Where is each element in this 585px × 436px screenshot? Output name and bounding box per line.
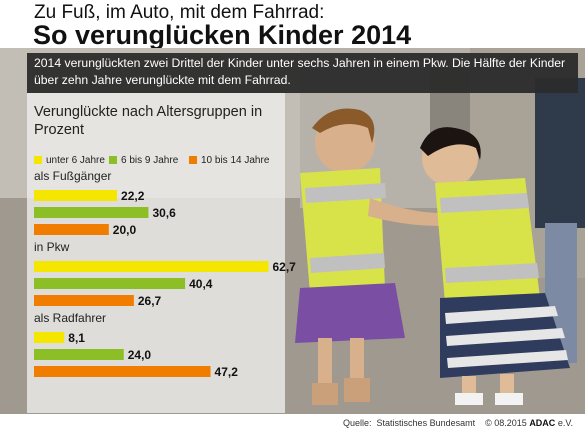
intro-box	[27, 53, 578, 93]
legend-label-6-to-9: 6 bis 9 Jahre	[121, 155, 179, 166]
brand-suffix: e.V.	[555, 418, 573, 428]
chart-title: Verunglückte nach Altersgruppen in Proze…	[34, 104, 263, 138]
bar-6-to-9	[34, 207, 149, 218]
legend-swatch-orange	[189, 156, 197, 164]
source-name: Statistisches Bundesamt	[376, 418, 476, 428]
bar-value-label: 20,0	[113, 223, 137, 237]
legend-item-under-6: unter 6 Jahre	[34, 155, 105, 166]
legend-item-10-to-14: 10 bis 14 Jahre	[189, 155, 269, 166]
bar-value-label: 26,7	[138, 294, 162, 308]
header: Zu Fuß, im Auto, mit dem Fahrrad: So ver…	[0, 0, 585, 50]
bar-under-6	[34, 261, 269, 272]
category-label: als Radfahrer	[34, 311, 106, 325]
bar-value-label: 62,7	[272, 260, 296, 274]
bar-value-label: 8,1	[68, 331, 85, 345]
bar-under-6	[34, 190, 118, 201]
bar-value-label: 30,6	[152, 206, 176, 220]
headline: So verunglücken Kinder 2014	[33, 20, 412, 50]
legend-item-6-to-9: 6 bis 9 Jahre	[109, 155, 178, 166]
kicker: Zu Fuß, im Auto, mit dem Fahrrad:	[34, 2, 325, 23]
bar-value-label: 47,2	[215, 365, 239, 379]
bar-value-label: 24,0	[128, 348, 152, 362]
bar-6-to-9	[34, 278, 186, 289]
source-line: Quelle: Statistisches Bundesamt © 08.201…	[343, 418, 573, 428]
bar-10-to-14	[34, 295, 134, 306]
brand-logo: ADAC	[529, 418, 556, 428]
legend-swatch-yellow	[34, 156, 42, 164]
footer	[0, 414, 585, 436]
category-label: als Fußgänger	[34, 169, 111, 183]
bar-6-to-9	[34, 349, 124, 360]
bar-under-6	[34, 332, 65, 343]
legend-label-under-6: unter 6 Jahre	[46, 155, 105, 166]
intro-text: 2014 verunglückten zwei Drittel der Kind…	[34, 56, 566, 87]
copyright: © 08.2015	[485, 418, 527, 428]
category-label: in Pkw	[34, 240, 70, 254]
bar-10-to-14	[34, 366, 211, 377]
legend-swatch-green	[109, 156, 117, 164]
legend-label-10-to-14: 10 bis 14 Jahre	[201, 155, 270, 166]
source-label: Quelle:	[343, 418, 372, 428]
bar-10-to-14	[34, 224, 109, 235]
bar-value-label: 40,4	[189, 277, 213, 291]
bar-value-label: 22,2	[121, 189, 145, 203]
